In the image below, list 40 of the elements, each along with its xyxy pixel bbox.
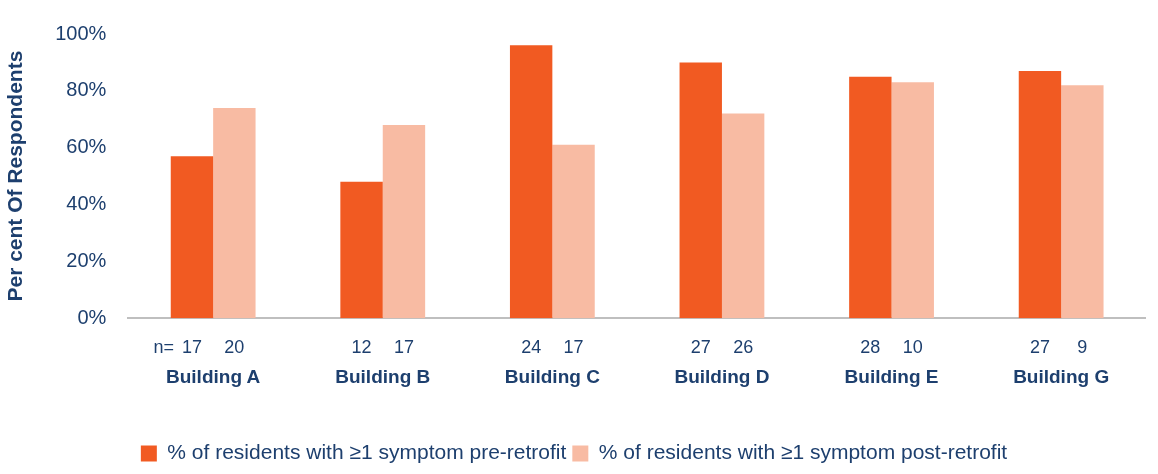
text: 26 — [733, 337, 754, 358]
bar — [170, 156, 214, 319]
text: 17 — [563, 337, 584, 358]
y-tick-label: 100% — [55, 21, 107, 44]
x-tick-label: Building B — [335, 365, 431, 387]
bar — [849, 76, 892, 319]
y-tick-label: 0% — [77, 305, 107, 328]
x-tick-label: Building G — [1013, 365, 1110, 387]
x-tick-label: Building A — [166, 365, 261, 387]
text: 17 — [181, 337, 202, 358]
bar — [679, 62, 722, 319]
bar — [1061, 85, 1104, 319]
text: 17 — [393, 337, 414, 358]
text: 10 — [902, 337, 923, 358]
legend-label: % of residents with ≥1 symptom pre-retrofit — [167, 440, 567, 464]
text: 9 — [1077, 337, 1088, 358]
bar — [213, 107, 256, 319]
bar — [552, 144, 595, 319]
y-tick-label: 20% — [66, 248, 107, 271]
bar — [721, 113, 765, 319]
text: 20 — [224, 337, 245, 358]
text: 12 — [351, 337, 372, 358]
bar — [382, 124, 426, 319]
x-tick-label: Building D — [674, 365, 770, 387]
text: n= — [153, 337, 174, 358]
y-tick-label: 60% — [66, 135, 107, 158]
text: 28 — [860, 337, 881, 358]
bar — [340, 181, 383, 319]
bar — [1018, 70, 1062, 319]
y-tick-label: 40% — [66, 192, 107, 215]
text: 27 — [690, 337, 711, 358]
y-axis-title: Per cent Of Respondents — [3, 50, 27, 302]
bar — [509, 45, 553, 319]
text: 27 — [1029, 337, 1050, 358]
bar — [891, 82, 934, 319]
x-tick-label: Building E — [844, 365, 939, 387]
text: 24 — [521, 337, 542, 358]
x-tick-label: Building C — [504, 365, 601, 387]
y-tick-label: 80% — [66, 78, 107, 101]
legend-label: % of residents with ≥1 symptom post-retrofit — [598, 440, 1008, 464]
